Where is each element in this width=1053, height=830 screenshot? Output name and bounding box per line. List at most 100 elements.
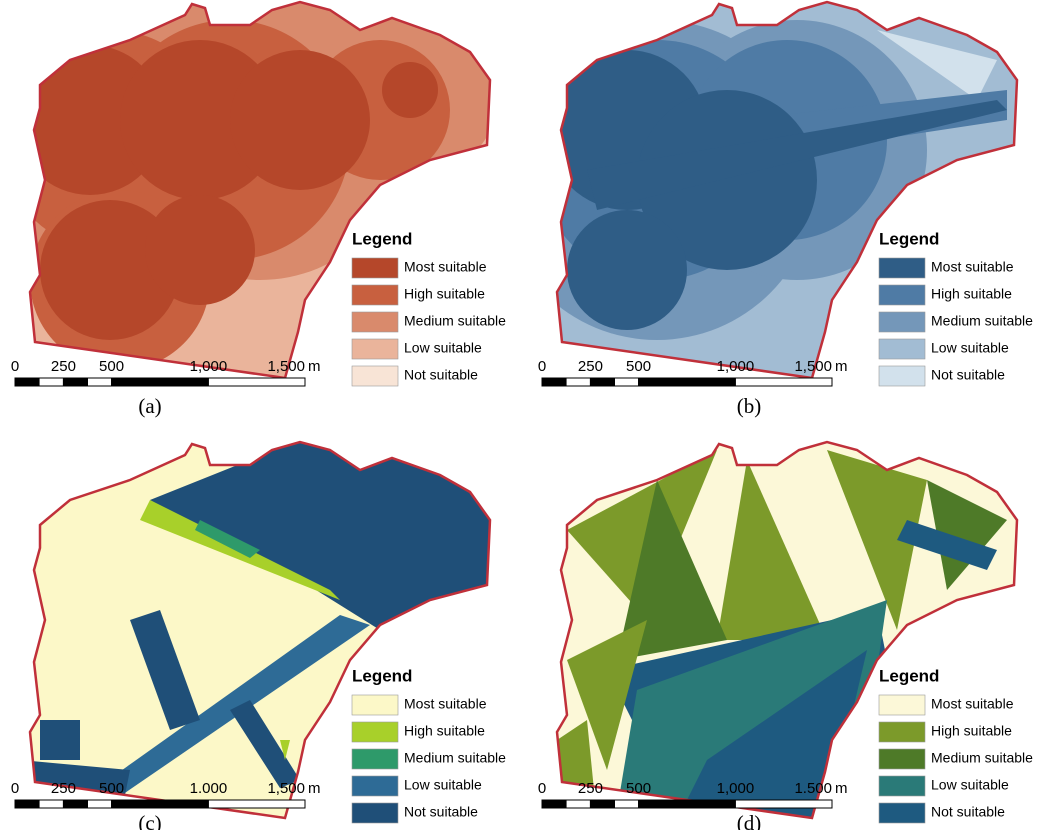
legend-swatch: [351, 748, 399, 770]
scale-label: 250: [578, 358, 603, 375]
scale-label: 250: [578, 780, 603, 797]
scale-segment: [38, 799, 64, 809]
scale-segment: [14, 799, 40, 809]
zone: [120, 40, 280, 200]
scale-segment: [111, 377, 209, 387]
scale-label: 500: [626, 780, 651, 797]
legend-label: Low suitable: [931, 777, 1009, 793]
scale-label: 1,000: [717, 780, 755, 797]
scale-segment: [734, 377, 833, 387]
zone: [587, 100, 1007, 210]
legend-swatch: [878, 365, 926, 387]
zone: [717, 460, 827, 640]
legend-swatch: [351, 802, 399, 824]
legend-swatch: [351, 338, 399, 360]
zone: [80, 615, 370, 810]
zone: [827, 450, 927, 630]
legend-swatch: [351, 694, 399, 716]
scale-segment: [614, 377, 640, 387]
scale-unit: m: [308, 358, 321, 375]
legend-label: Not suitable: [931, 367, 1005, 383]
legend-swatch: [878, 721, 926, 743]
scale-segment: [38, 377, 64, 387]
scale-unit: m: [835, 358, 848, 375]
legend-swatch: [878, 257, 926, 279]
scale-label: 1,500: [267, 780, 305, 797]
legend-label: High suitable: [931, 723, 1012, 739]
scale-label: 1.000: [190, 780, 228, 797]
scale-label: 0: [11, 780, 19, 797]
scale-segment: [589, 377, 615, 387]
legend-swatch: [878, 748, 926, 770]
zone: [230, 50, 370, 190]
scale-segment: [62, 377, 88, 387]
zone: [195, 520, 260, 558]
scale-label: 250: [51, 358, 76, 375]
scale-label: 500: [99, 780, 124, 797]
zone: [382, 62, 438, 118]
panel-overlay: Legend Most suitable High suitable Medium s…: [538, 0, 1033, 418]
scale-segment: [541, 799, 567, 809]
legend-label: High suitable: [404, 723, 485, 739]
legend-swatch: [351, 775, 399, 797]
panel-label: (a): [138, 394, 161, 418]
scale-segment: [638, 377, 736, 387]
zone: [40, 200, 180, 340]
legend-swatch: [878, 338, 926, 360]
scale-label: 1,000: [190, 358, 228, 375]
scale-unit: m: [308, 780, 321, 797]
legend-label: Most suitable: [931, 259, 1014, 275]
legend-swatch: [351, 257, 399, 279]
panel-overlay: Legend Most suitable High suitable Medium s…: [11, 0, 506, 418]
scale-label: 0: [11, 358, 19, 375]
scale-segment: [14, 377, 40, 387]
legend-label: Not suitable: [931, 804, 1005, 820]
legend-label: Most suitable: [931, 696, 1014, 712]
scale-label: 0: [538, 358, 546, 375]
zone: [617, 480, 727, 660]
legend-label: Not suitable: [404, 804, 478, 820]
scale-label: 1,000: [717, 358, 755, 375]
scale-segment: [734, 799, 833, 809]
legend-label: Most suitable: [404, 259, 487, 275]
scale-label: 1,500: [267, 358, 305, 375]
legend-label: High suitable: [931, 286, 1012, 302]
legend-swatch: [878, 284, 926, 306]
scale-segment: [62, 799, 88, 809]
legend-title: Legend: [352, 666, 412, 685]
map: [30, 2, 490, 378]
legend-swatch: [351, 284, 399, 306]
scale-label: 0: [538, 780, 546, 797]
legend-title: Legend: [879, 229, 939, 248]
zone: [40, 720, 80, 760]
legend-label: Low suitable: [404, 340, 482, 356]
legend-title: Legend: [352, 229, 412, 248]
boundary: [555, 440, 1019, 820]
legend-label: Medium suitable: [404, 750, 506, 766]
zone: [897, 520, 997, 570]
scale-unit: m: [835, 780, 848, 797]
scale-segment: [87, 377, 113, 387]
legend-label: High suitable: [404, 286, 485, 302]
panel-overlay: Legend Most suitable High suitable Medium s…: [538, 440, 1033, 830]
scale-label: 500: [626, 358, 651, 375]
legend-swatch: [878, 311, 926, 333]
legend-label: Most suitable: [404, 696, 487, 712]
scale-segment: [638, 799, 736, 809]
legend-swatch: [878, 694, 926, 716]
legend-title: Legend: [879, 666, 939, 685]
zone: [927, 480, 1007, 590]
scale-segment: [87, 799, 113, 809]
panel-label: (b): [737, 394, 762, 418]
boundary: [28, 0, 492, 380]
legend-label: Medium suitable: [404, 313, 506, 329]
scale-segment: [589, 799, 615, 809]
zone: [567, 210, 687, 330]
panel-label: (d): [737, 811, 762, 830]
zone: [30, 45, 165, 195]
zone: [877, 30, 997, 100]
scale-label: 500: [99, 358, 124, 375]
scale-label: 1,500: [794, 358, 832, 375]
zone: [145, 195, 255, 305]
